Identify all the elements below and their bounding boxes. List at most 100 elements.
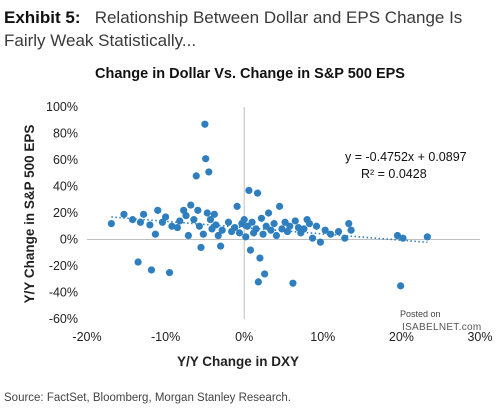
data-point: [423, 233, 431, 241]
y-tick-label: -20%: [49, 259, 78, 273]
data-point: [182, 212, 190, 220]
data-point: [201, 120, 209, 128]
y-tick-label: 80%: [53, 127, 78, 141]
data-point: [107, 220, 115, 228]
data-point: [147, 266, 156, 274]
data-point: [245, 186, 253, 195]
y-axis-label: Y/Y Change in S&P 500 EPS: [22, 125, 37, 304]
data-point: [399, 234, 407, 242]
y-tick-label: 60%: [53, 153, 78, 167]
x-axis-label: Y/Y Change in DXY: [177, 354, 299, 369]
data-point: [316, 238, 325, 246]
data-point: [308, 234, 317, 242]
data-point: [218, 226, 226, 234]
x-tick-label: 30%: [467, 330, 492, 344]
x-tick-label: 0%: [235, 330, 253, 344]
data-point: [120, 210, 128, 218]
data-point: [257, 214, 266, 222]
data-point: [176, 217, 184, 225]
source-note: Source: FactSet, Bloomberg, Morgan Stanl…: [4, 392, 292, 404]
data-point: [259, 230, 267, 238]
data-point: [272, 231, 281, 240]
y-tick-label: 40%: [53, 180, 78, 194]
data-point: [275, 202, 284, 210]
data-point: [289, 279, 297, 287]
watermark-posted-on: Posted on: [400, 309, 441, 319]
data-point: [168, 222, 176, 230]
watermark-site: ISABELNET.com: [402, 322, 481, 333]
x-tick-label: -10%: [151, 330, 180, 344]
data-point: [154, 206, 162, 214]
data-point: [246, 246, 255, 254]
data-point: [162, 213, 170, 221]
data-point: [264, 209, 273, 217]
data-point: [199, 230, 207, 238]
data-point: [300, 225, 308, 233]
data-point: [347, 226, 355, 234]
data-point: [205, 168, 213, 176]
data-point: [233, 202, 241, 210]
data-point: [192, 172, 200, 180]
data-points: [107, 120, 431, 290]
data-point: [291, 217, 299, 225]
data-point: [217, 242, 225, 250]
data-point: [195, 222, 203, 230]
data-point: [397, 282, 405, 290]
data-point: [134, 258, 142, 266]
data-point: [240, 216, 248, 224]
data-point: [212, 221, 220, 229]
data-point: [187, 201, 195, 209]
data-point: [190, 216, 198, 224]
data-point: [136, 218, 145, 226]
data-point: [235, 229, 244, 237]
data-point: [281, 218, 289, 226]
data-point: [194, 206, 202, 214]
data-point: [252, 225, 260, 233]
data-point: [151, 230, 159, 238]
y-tick-label: 20%: [53, 206, 78, 220]
data-point: [253, 189, 262, 197]
exhibit-heading: Exhibit 5: Relationship Between Dollar a…: [4, 6, 496, 52]
data-point: [345, 220, 353, 228]
data-point: [267, 226, 275, 234]
data-point: [146, 221, 154, 229]
data-point: [248, 218, 256, 226]
data-point: [327, 230, 335, 238]
data-point: [278, 225, 286, 233]
data-point: [262, 222, 270, 230]
data-point: [206, 216, 215, 224]
x-tick-label: -20%: [72, 330, 101, 344]
data-point: [341, 234, 349, 242]
data-point: [210, 210, 218, 218]
data-point: [393, 231, 402, 240]
data-point: [312, 222, 321, 230]
y-tick-label: 100%: [46, 100, 78, 114]
y-axis-ticks: 100% 80% 60% 40% 20% 0% -20% -40% -60%: [46, 100, 78, 326]
data-point: [254, 278, 262, 286]
data-point: [173, 223, 181, 232]
data-point: [243, 222, 251, 230]
r-squared: R² = 0.0428: [361, 167, 427, 181]
data-point: [197, 243, 205, 252]
y-tick-label: -60%: [49, 312, 78, 326]
data-point: [202, 155, 210, 163]
y-tick-label: -40%: [49, 286, 78, 300]
x-axis-ticks: -20% -10% 0% 10% 20% 30%: [72, 330, 492, 344]
exhibit-title: Relationship Between Dollar and EPS Chan…: [4, 8, 463, 50]
data-point: [231, 223, 239, 232]
data-point: [334, 227, 343, 236]
data-point: [158, 218, 167, 226]
data-point: [242, 233, 250, 241]
data-point: [139, 210, 148, 218]
data-point: [270, 220, 278, 228]
trend-equation: y = -0.4752x + 0.0897: [345, 150, 467, 164]
data-point: [214, 231, 222, 240]
data-point: [184, 231, 192, 240]
data-point: [261, 270, 269, 278]
x-tick-label: 20%: [389, 330, 414, 344]
y-tick-label: 0%: [60, 233, 78, 247]
data-point: [203, 209, 211, 217]
data-point: [128, 216, 137, 224]
data-point: [286, 222, 294, 230]
